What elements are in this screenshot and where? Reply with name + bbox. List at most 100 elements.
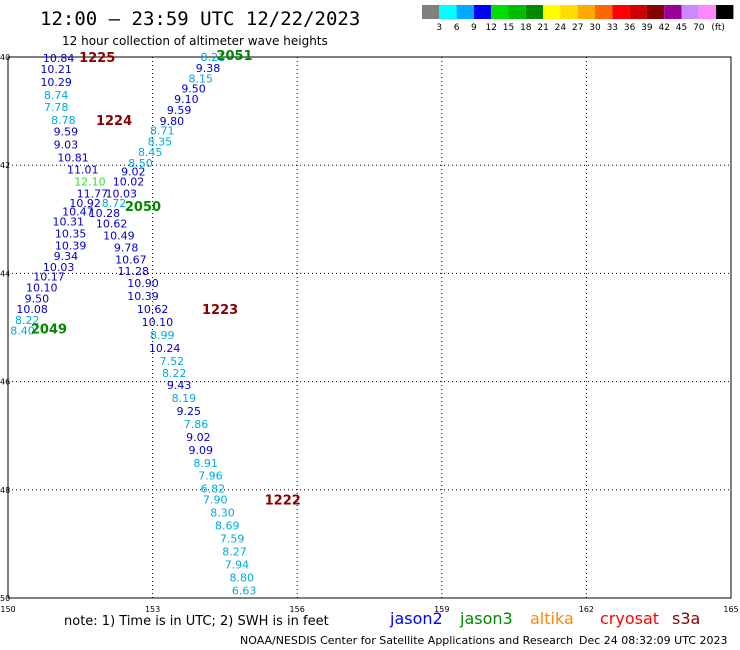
map-title: 12:00 – 23:59 UTC 12/22/2023 [40, 8, 360, 30]
satellite-legend-altika: altika [530, 609, 574, 628]
wave-height-value: 10.62 [96, 218, 128, 231]
wave-height-value: 8.72 [102, 197, 127, 210]
pass-time-label: 1222 [265, 494, 301, 509]
satellite-pass-labels: 1225 2051 1224 2050 1223 2049 1222 [31, 49, 301, 509]
wave-height-value: 8.69 [215, 520, 240, 533]
color-scale-swatch [473, 5, 492, 19]
wave-height-value: 7.96 [198, 470, 223, 483]
wave-height-value: 10.47 [62, 206, 94, 219]
wave-height-value: 10.84 [43, 52, 75, 65]
wave-height-value: 11.77 [77, 187, 109, 200]
color-scale-swatch [525, 5, 544, 19]
wave-height-value: 7.86 [184, 418, 209, 431]
pass-time-label: 2050 [125, 200, 161, 215]
wave-height-value: 11.01 [67, 164, 99, 177]
wave-height-value: 10.31 [53, 215, 85, 228]
lat-tick-label: 48 [0, 486, 10, 495]
lat-tick-label: 42 [0, 161, 10, 170]
color-scale-label: 36 [624, 23, 636, 33]
wave-height-value: 10.03 [106, 187, 138, 200]
wave-height-value: 9.38 [196, 62, 221, 75]
wave-height-value: 8.45 [138, 146, 163, 159]
wave-height-value: 9.03 [54, 139, 79, 152]
wave-height-value: 9.43 [167, 379, 192, 392]
color-scale-unit: (ft) [711, 23, 725, 33]
wave-height-value: 10.35 [55, 227, 87, 240]
wave-height-value: 8.71 [150, 125, 175, 138]
color-scale-label: 15 [503, 23, 514, 33]
wave-height-value: 10.08 [16, 303, 48, 316]
wave-height-value: 8.99 [150, 329, 175, 342]
wave-height-value: 9.80 [160, 115, 185, 128]
pass-time-label: 1225 [79, 51, 115, 66]
color-scale-label: 45 [676, 23, 687, 33]
pass-time-label: 1223 [202, 303, 238, 318]
color-scale-swatch [698, 5, 717, 19]
satellite-legend: jason2 jason3 altika cryosat s3a [389, 609, 700, 628]
wave-height-value: 8.50 [128, 157, 153, 170]
wave-height-value: 10.39 [55, 239, 87, 252]
wave-height-value: 8.30 [210, 507, 235, 520]
wave-height-value: 9.02 [121, 166, 146, 179]
wave-height-value: 9.09 [189, 444, 214, 457]
color-scale-swatch [560, 5, 578, 19]
wave-height-value: 7.59 [220, 532, 245, 545]
footer-credit: NOAA/NESDIS Center for Satellite Applica… [240, 634, 573, 647]
wave-height-value: 10.02 [113, 175, 145, 188]
wave-height-value: 9.50 [181, 82, 206, 95]
lat-tick-label: 44 [0, 269, 10, 278]
color-scale-swatch [595, 5, 613, 19]
wave-height-value: 10.24 [149, 342, 181, 355]
wave-height-value: 8.74 [44, 89, 69, 102]
wave-height-value: 8.19 [172, 392, 197, 405]
wave-height-value: 8.22 [162, 367, 187, 380]
wave-height-value: 10.81 [57, 152, 89, 165]
lat-lon-grid [7, 56, 732, 599]
lat-tick-label: 50 [0, 594, 10, 603]
wave-height-value: 10.29 [40, 76, 72, 89]
color-scale-swatch [681, 5, 699, 19]
wave-height-value: 9.59 [167, 104, 192, 117]
lon-tick-label: 165 [723, 605, 738, 614]
wave-height-value: 8.15 [189, 73, 214, 86]
color-scale-label: 39 [641, 23, 653, 33]
wave-height-value: 7.78 [44, 101, 69, 114]
wave-height-value: 8.22 [15, 314, 40, 327]
lon-tick-label: 150 [0, 605, 15, 614]
color-scale-label: 42 [658, 23, 669, 33]
wave-height-value: 10.10 [142, 316, 174, 329]
color-scale-label: 33 [607, 23, 618, 33]
wave-height-value: 9.59 [54, 126, 79, 139]
color-scale-label: 12 [485, 23, 496, 33]
footer-timestamp: Dec 24 08:32:09 UTC 2023 [579, 634, 727, 647]
wave-height-value: 11.28 [118, 265, 150, 278]
color-scale-legend: 3 6 9 12 15 18 21 24 27 30 33 36 39 42 45 70 (ft) [422, 5, 734, 33]
wave-height-value: 8.40 [10, 325, 35, 338]
satellite-legend-cryosat: cryosat [600, 609, 659, 628]
note-text: note: 1) Time is in UTC; 2) SWH is in fe… [64, 614, 329, 629]
wave-height-value: 9.10 [174, 93, 199, 106]
satellite-legend-jason2: jason2 [389, 609, 443, 628]
pass-time-label: 1224 [96, 114, 132, 129]
color-scale-swatch [491, 5, 509, 19]
lon-tick-label: 153 [145, 605, 160, 614]
lat-tick-label: 40 [0, 53, 10, 62]
color-scale-swatch [664, 5, 682, 19]
wave-height-value: 9.34 [54, 250, 79, 263]
color-scale-label: 9 [471, 23, 477, 33]
wave-height-value: 9.02 [186, 431, 211, 444]
color-scale-label: 30 [589, 23, 601, 33]
pass-time-label: 2051 [216, 49, 252, 64]
wave-height-value: 9.50 [25, 292, 50, 305]
color-scale-swatch [439, 5, 457, 19]
lat-tick-label: 46 [0, 378, 10, 387]
map-subtitle: 12 hour collection of altimeter wave hei… [62, 34, 328, 48]
pass-time-label: 2049 [31, 323, 67, 338]
color-scale-swatch [629, 5, 647, 19]
lon-tick-label: 156 [290, 605, 305, 614]
color-scale-swatch [543, 5, 561, 19]
wave-height-value: 10.17 [33, 271, 65, 284]
wave-height-value: 10.03 [43, 261, 75, 274]
color-scale-label: 6 [454, 23, 460, 33]
color-scale-label: 21 [537, 23, 548, 33]
